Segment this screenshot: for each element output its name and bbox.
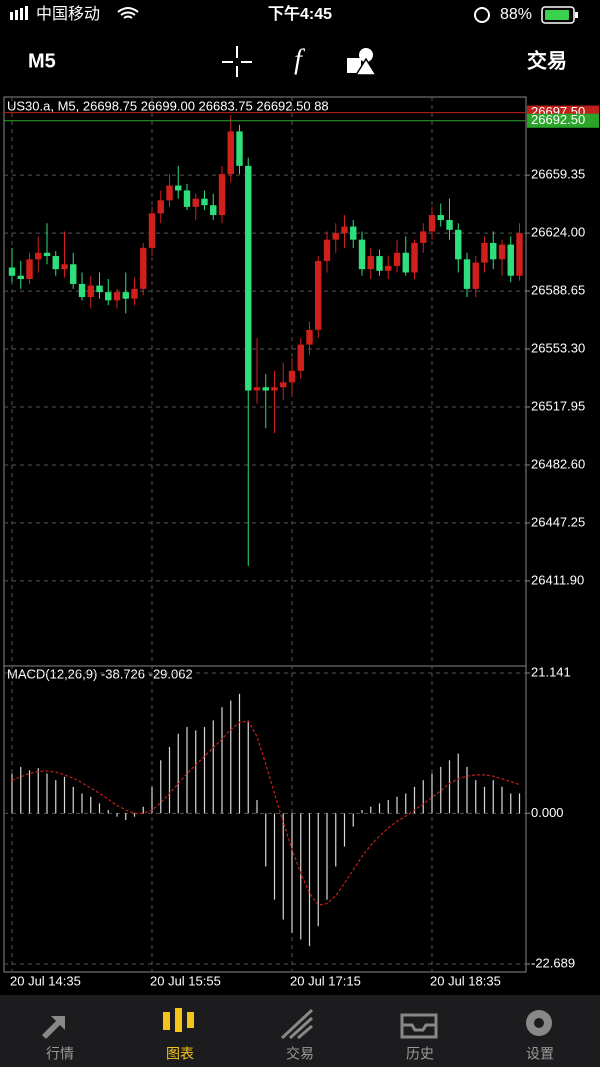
candle-body <box>52 256 59 270</box>
candle-body <box>148 213 156 248</box>
tab-label: 行情 <box>46 1046 74 1062</box>
indicators-button[interactable]: f <box>294 44 305 75</box>
candle-body <box>61 264 68 270</box>
y-tick-label: 21.141 <box>531 664 571 679</box>
candle-body <box>183 190 191 207</box>
candle-body <box>507 244 514 276</box>
candle-body <box>350 226 357 240</box>
candle-body <box>411 242 418 273</box>
price-chart-title: US30.a, M5, 26698.75 26699.00 26683.75 2… <box>7 98 329 113</box>
candle-body <box>472 262 479 289</box>
y-tick-label: 26517.95 <box>531 398 585 413</box>
candle-body <box>428 215 436 232</box>
tab-label: 设置 <box>526 1046 554 1062</box>
candle-body <box>236 131 243 166</box>
macd-title: MACD(12,26,9) -38.726 -29.062 <box>7 666 193 681</box>
y-tick-label: -22.689 <box>531 955 575 970</box>
candle-body <box>78 283 86 298</box>
y-tick-label: 0.000 <box>531 805 564 820</box>
x-tick-label: 20 Jul 14:35 <box>10 973 81 988</box>
chart-area: US30.a, M5, 26698.75 26699.00 26683.75 2… <box>3 96 527 973</box>
candle-body <box>402 252 409 273</box>
candle-body <box>341 226 348 234</box>
battery-level: 88% <box>500 6 532 23</box>
candle-body <box>157 200 164 214</box>
candle-body <box>245 165 252 391</box>
candle-body <box>35 252 42 260</box>
y-tick-label: 26447.25 <box>531 514 585 529</box>
candle-body <box>210 205 217 216</box>
candle-body <box>26 259 33 280</box>
timeframe-button[interactable]: M5 <box>28 50 56 72</box>
candle-body <box>262 387 269 391</box>
candle-body <box>166 185 173 201</box>
candle-body <box>280 382 287 388</box>
y-tick-label: 26482.60 <box>531 456 585 471</box>
candle-body <box>271 387 278 391</box>
candle-body <box>175 185 182 191</box>
candle-body <box>122 292 129 299</box>
candle-body <box>446 219 453 230</box>
candle-body <box>323 239 331 261</box>
candle-body <box>315 260 322 330</box>
y-tick-label: 26588.65 <box>531 283 585 298</box>
candle-body <box>253 387 261 391</box>
y-tick-label: 26659.35 <box>531 167 585 182</box>
candle-body <box>332 233 339 240</box>
crosshair-button[interactable] <box>222 46 252 77</box>
candle-body <box>43 252 51 257</box>
bid-label: 26692.50 <box>531 112 585 127</box>
toolbar: M5 f 交易 <box>28 44 567 77</box>
candle-body <box>113 292 121 301</box>
candle-body <box>376 256 383 271</box>
candle-body <box>131 288 138 299</box>
signal-line <box>11 720 520 906</box>
candle-body <box>288 370 296 383</box>
candle-body <box>140 247 147 289</box>
tab-label: 图表 <box>166 1046 194 1062</box>
candle-body <box>516 233 523 276</box>
trade-button[interactable]: 交易 <box>527 48 567 72</box>
candle-body <box>17 275 24 280</box>
candle-body <box>463 259 471 289</box>
candle-body <box>87 285 94 298</box>
candle-body <box>393 252 401 266</box>
x-tick-label: 20 Jul 18:35 <box>430 973 501 988</box>
x-tick-label: 20 Jul 15:55 <box>150 973 221 988</box>
candle-body <box>297 344 304 371</box>
candle-body <box>481 242 488 263</box>
clock: 下午4:45 <box>268 4 332 23</box>
candle-body <box>420 231 427 243</box>
tab-label: 交易 <box>286 1046 314 1062</box>
candle-body <box>455 229 462 260</box>
status-bar: 中国移动 下午4:45 88% <box>10 4 578 24</box>
candle-body <box>218 174 226 216</box>
tab-label: 历史 <box>406 1046 434 1062</box>
candle-body <box>192 198 199 207</box>
tab-bar <box>0 995 600 1067</box>
candle-body <box>227 131 234 175</box>
y-tick-label: 26411.90 <box>531 572 584 587</box>
objects-button[interactable] <box>347 48 378 76</box>
candle-body <box>8 267 16 276</box>
bid-label-bg <box>527 113 599 128</box>
carrier: 中国移动 <box>36 5 100 23</box>
y-tick-label: 26553.30 <box>531 340 585 355</box>
candle-body <box>201 198 208 206</box>
candle-body <box>367 256 374 270</box>
candle-body <box>498 244 506 260</box>
candle-body <box>306 329 313 345</box>
candle-body <box>358 239 366 270</box>
candle-body <box>105 292 112 301</box>
candle-body <box>70 264 77 284</box>
candle-body <box>437 215 444 220</box>
candle-body <box>490 242 497 260</box>
candle-body <box>385 265 392 271</box>
candle-body <box>96 285 103 293</box>
y-tick-label: 26624.00 <box>531 225 585 240</box>
x-tick-label: 20 Jul 17:15 <box>290 973 361 988</box>
